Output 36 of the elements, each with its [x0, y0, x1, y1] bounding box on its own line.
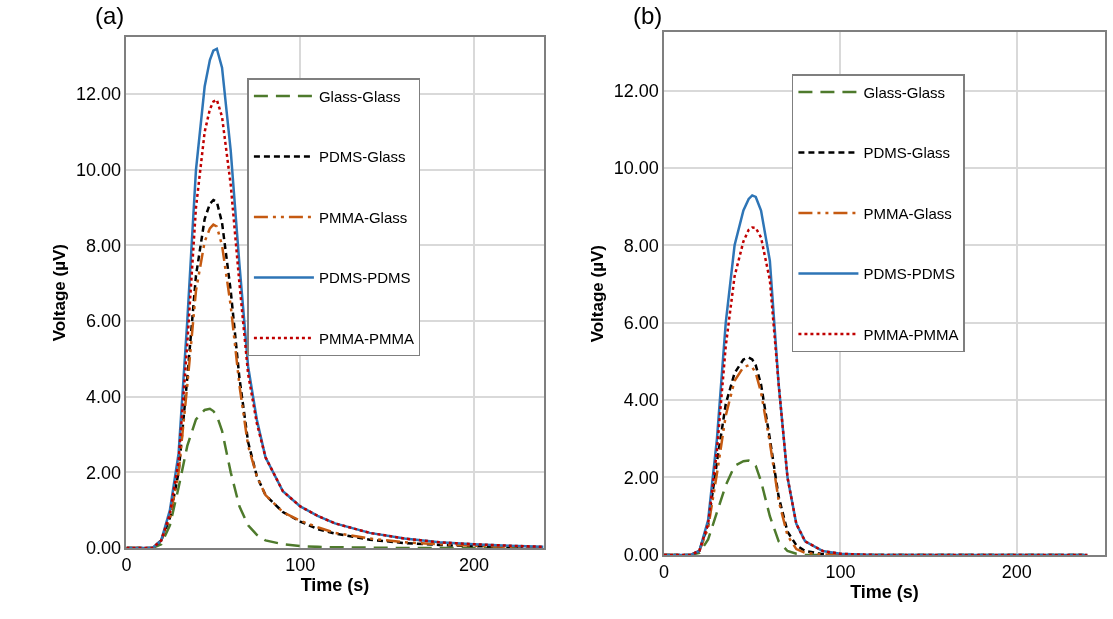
legend-label: PDMS-Glass	[863, 144, 951, 162]
x-tick-label: 200	[459, 555, 490, 576]
x-axis-title: Time (s)	[300, 575, 370, 596]
legend-label: PDMS-Glass	[318, 148, 406, 166]
x-tick-label: 100	[285, 555, 316, 576]
legend-label: PDMS-PDMS	[863, 265, 956, 283]
x-tick-label: 0	[121, 555, 132, 576]
y-tick-label: 8.00	[86, 235, 122, 256]
x-tick-label: 0	[659, 562, 670, 583]
legend-label: Glass-Glass	[318, 87, 401, 105]
y-tick-label: 0.00	[623, 545, 659, 566]
y-tick-label: 10.00	[613, 158, 659, 179]
y-axis-title: Voltage (µV)	[50, 244, 70, 342]
legend-label: PDMS-PDMS	[318, 269, 411, 287]
y-tick-label: 6.00	[86, 311, 122, 332]
y-tick-label: 8.00	[623, 235, 659, 256]
x-axis-title: Time (s)	[850, 582, 919, 603]
y-tick-label: 10.00	[76, 160, 122, 181]
y-tick-label: 2.00	[86, 462, 122, 483]
y-tick-label: 4.00	[623, 390, 659, 411]
legend-label: PMMA-PMMA	[318, 329, 414, 347]
y-tick-label: 0.00	[86, 538, 122, 559]
x-tick-label: 100	[825, 562, 856, 583]
y-tick-label: 12.00	[76, 84, 122, 105]
y-tick-label: 6.00	[623, 313, 659, 333]
legend-label: Glass-Glass	[863, 83, 946, 101]
legend-label: PMMA-PMMA	[863, 325, 959, 343]
y-tick-label: 12.00	[613, 80, 659, 101]
chart-title: (b)	[633, 2, 663, 29]
legend-label: PMMA-Glass	[318, 208, 408, 226]
y-axis-title: Voltage (µV)	[587, 245, 607, 343]
y-tick-label: 2.00	[623, 467, 659, 488]
legend-label: PMMA-Glass	[863, 204, 952, 222]
y-tick-label: 4.00	[86, 387, 122, 408]
x-tick-label: 200	[1001, 562, 1032, 583]
chart-title: (a)	[95, 2, 125, 29]
